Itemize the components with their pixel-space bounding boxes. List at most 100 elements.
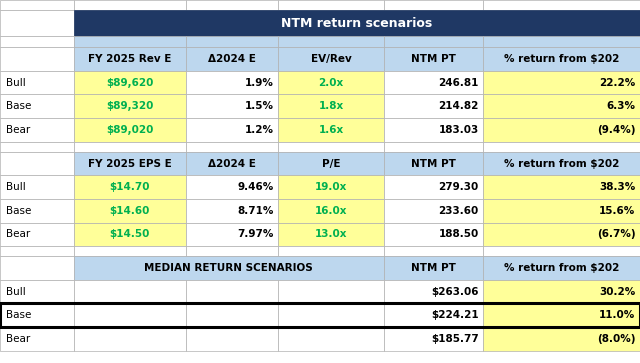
Bar: [483, 94, 640, 118]
Bar: [483, 199, 640, 223]
Text: (6.7%): (6.7%): [597, 229, 636, 239]
Bar: [74, 47, 186, 71]
Text: 13.0x: 13.0x: [315, 229, 348, 239]
Text: 1.2%: 1.2%: [245, 125, 274, 135]
Bar: [278, 71, 384, 94]
Text: 16.0x: 16.0x: [315, 206, 348, 216]
Text: FY 2025 EPS E: FY 2025 EPS E: [88, 159, 172, 168]
Bar: [278, 118, 384, 142]
Text: Bear: Bear: [6, 229, 31, 239]
Text: 11.0%: 11.0%: [599, 310, 636, 320]
Text: Base: Base: [6, 310, 32, 320]
Bar: [74, 280, 186, 303]
Bar: [384, 327, 483, 351]
Text: Δ2024 E: Δ2024 E: [208, 159, 256, 168]
Text: 38.3%: 38.3%: [599, 182, 636, 192]
Text: $14.70: $14.70: [109, 182, 150, 192]
Text: 279.30: 279.30: [438, 182, 479, 192]
Bar: [278, 246, 384, 256]
Text: 22.2%: 22.2%: [599, 78, 636, 87]
Bar: [0, 256, 74, 280]
Text: FY 2025 Rev E: FY 2025 Rev E: [88, 54, 172, 64]
Bar: [74, 246, 186, 256]
Bar: [74, 327, 186, 351]
Bar: [384, 223, 483, 246]
Text: NTM PT: NTM PT: [411, 54, 456, 64]
Text: Bear: Bear: [6, 334, 31, 344]
Bar: [384, 246, 483, 256]
Bar: [278, 36, 384, 47]
Bar: [483, 142, 640, 152]
Text: P/E: P/E: [322, 159, 340, 168]
Bar: [278, 327, 384, 351]
Text: 9.46%: 9.46%: [237, 182, 274, 192]
Text: 188.50: 188.50: [438, 229, 479, 239]
Text: 233.60: 233.60: [438, 206, 479, 216]
Bar: [278, 175, 384, 199]
Bar: [483, 303, 640, 327]
Text: % return from $202: % return from $202: [504, 54, 620, 64]
Bar: [278, 280, 384, 303]
Text: $263.06: $263.06: [431, 287, 479, 297]
Text: NTM PT: NTM PT: [411, 263, 456, 273]
Bar: [483, 47, 640, 71]
Bar: [186, 118, 278, 142]
Bar: [278, 94, 384, 118]
Text: $224.21: $224.21: [431, 310, 479, 320]
Text: 6.3%: 6.3%: [607, 101, 636, 111]
Bar: [278, 142, 384, 152]
Bar: [74, 94, 186, 118]
Bar: [483, 152, 640, 175]
Bar: [483, 256, 640, 280]
Text: 19.0x: 19.0x: [315, 182, 348, 192]
Bar: [483, 118, 640, 142]
Bar: [0, 118, 74, 142]
Bar: [483, 0, 640, 10]
Text: Δ2024 E: Δ2024 E: [208, 54, 256, 64]
Bar: [0, 0, 74, 10]
Bar: [186, 71, 278, 94]
Bar: [74, 10, 640, 36]
Bar: [186, 94, 278, 118]
Text: 1.8x: 1.8x: [319, 101, 344, 111]
Text: MEDIAN RETURN SCENARIOS: MEDIAN RETURN SCENARIOS: [145, 263, 313, 273]
Bar: [186, 36, 278, 47]
Bar: [384, 256, 483, 280]
Text: 30.2%: 30.2%: [599, 287, 636, 297]
Bar: [0, 175, 74, 199]
Bar: [0, 280, 74, 303]
Bar: [0, 47, 74, 71]
Bar: [186, 246, 278, 256]
Text: 2.0x: 2.0x: [319, 78, 344, 87]
Bar: [186, 0, 278, 10]
Bar: [0, 303, 74, 327]
Text: 1.6x: 1.6x: [319, 125, 344, 135]
Bar: [74, 36, 186, 47]
Bar: [483, 36, 640, 47]
Bar: [278, 303, 384, 327]
Text: $185.77: $185.77: [431, 334, 479, 344]
Bar: [384, 71, 483, 94]
Bar: [483, 327, 640, 351]
Bar: [0, 199, 74, 223]
Text: Base: Base: [6, 101, 32, 111]
Bar: [74, 152, 186, 175]
Bar: [384, 152, 483, 175]
Bar: [74, 71, 186, 94]
Bar: [74, 199, 186, 223]
Bar: [74, 118, 186, 142]
Bar: [278, 199, 384, 223]
Bar: [186, 47, 278, 71]
Bar: [0, 246, 74, 256]
Bar: [384, 94, 483, 118]
Text: $89,620: $89,620: [106, 78, 154, 87]
Bar: [186, 199, 278, 223]
Bar: [384, 0, 483, 10]
Text: 7.97%: 7.97%: [237, 229, 274, 239]
Bar: [0, 327, 74, 351]
Bar: [186, 327, 278, 351]
Bar: [384, 142, 483, 152]
Text: 8.71%: 8.71%: [237, 206, 274, 216]
Bar: [74, 142, 186, 152]
Text: Bear: Bear: [6, 125, 31, 135]
